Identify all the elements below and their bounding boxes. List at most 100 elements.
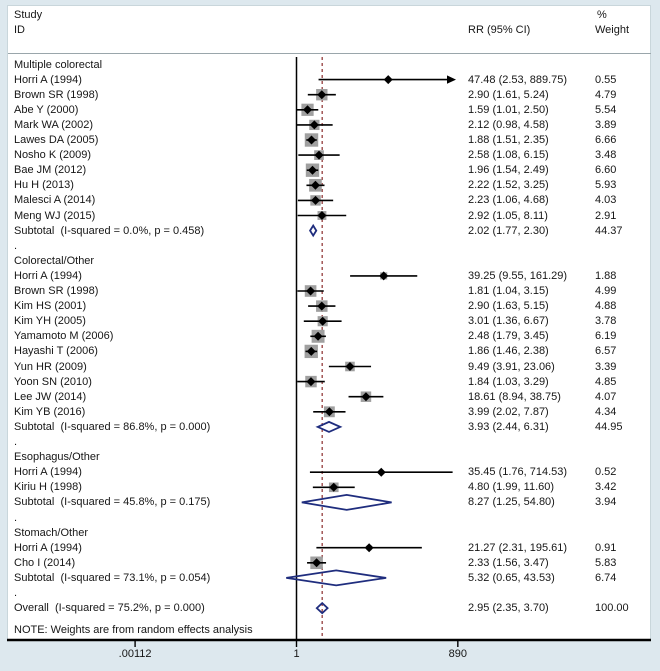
weight-value: 1.88 xyxy=(595,269,617,282)
study-label: Kim HS (2001) xyxy=(14,300,87,313)
plot-region xyxy=(7,5,651,640)
overall-label: Overall (I-squared = 75.2%, p = 0.000) xyxy=(14,602,205,615)
study-label: Abe Y (2000) xyxy=(14,103,79,116)
study-label: Kiriu H (1998) xyxy=(14,481,82,494)
weight-value: 4.85 xyxy=(595,375,617,388)
weight-value: 0.91 xyxy=(595,541,617,554)
weight-value: 4.79 xyxy=(595,88,617,101)
rr-ci-value: 5.32 (0.65, 43.53) xyxy=(468,571,555,584)
rr-ci-value: 39.25 (9.55, 161.29) xyxy=(468,269,568,282)
header-separator xyxy=(8,53,651,54)
x-axis-tick-label: 890 xyxy=(448,648,468,660)
weight-value: 5.93 xyxy=(595,179,617,192)
column-header-study: Study xyxy=(14,9,43,21)
study-label: Malesci A (2014) xyxy=(14,194,96,207)
study-label: Horri A (1994) xyxy=(14,541,82,554)
weight-value: 3.78 xyxy=(595,315,617,328)
group-separator-dot: . xyxy=(14,511,18,524)
rr-ci-value: 1.86 (1.46, 2.38) xyxy=(468,345,549,358)
rr-ci-value: 2.95 (2.35, 3.70) xyxy=(468,602,549,615)
weight-value: 4.03 xyxy=(595,194,617,207)
weight-value: 44.95 xyxy=(595,420,623,433)
weight-value: 4.88 xyxy=(595,300,617,313)
weight-value: 6.74 xyxy=(595,571,617,584)
rr-ci-value: 2.90 (1.63, 5.15) xyxy=(468,300,549,313)
study-label: Hu H (2013) xyxy=(14,179,74,192)
weight-value: 5.54 xyxy=(595,103,617,116)
group-header-label: Multiple colorectal xyxy=(14,58,103,71)
rr-ci-value: 35.45 (1.76, 714.53) xyxy=(468,466,568,479)
rr-ci-value: 21.27 (2.31, 195.61) xyxy=(468,541,568,554)
study-label: Horri A (1994) xyxy=(14,73,82,86)
rr-ci-value: 18.61 (8.94, 38.75) xyxy=(468,390,561,403)
weight-value: 6.57 xyxy=(595,345,617,358)
weight-value: 4.34 xyxy=(595,405,617,418)
study-label: Bae JM (2012) xyxy=(14,164,87,177)
weight-value: 3.42 xyxy=(595,481,617,494)
column-header-rr-ci: RR (95% CI) xyxy=(468,24,531,36)
rr-ci-value: 1.96 (1.54, 2.49) xyxy=(468,164,549,177)
study-label: Meng WJ (2015) xyxy=(14,209,96,222)
rr-ci-value: 3.99 (2.02, 7.87) xyxy=(468,405,549,418)
column-header-percent: % xyxy=(597,9,607,21)
rr-ci-value: 1.88 (1.51, 2.35) xyxy=(468,134,549,146)
study-label: Kim YB (2016) xyxy=(14,405,86,418)
weight-value: 6.60 xyxy=(595,164,617,177)
weight-value: 3.48 xyxy=(595,149,617,162)
x-axis-tick-label: 1 xyxy=(293,648,300,660)
rr-ci-value: 3.93 (2.44, 6.31) xyxy=(468,420,549,433)
weight-value: 6.66 xyxy=(595,134,617,146)
weight-value: 3.39 xyxy=(595,360,617,373)
rr-ci-value: 2.92 (1.05, 8.11) xyxy=(468,209,548,222)
study-label: Horri A (1994) xyxy=(14,466,82,479)
note-text: NOTE: Weights are from random effects an… xyxy=(14,624,253,636)
study-label: Lawes DA (2005) xyxy=(14,134,99,146)
study-label: Yamamoto M (2006) xyxy=(14,330,114,343)
study-label: Yoon SN (2010) xyxy=(14,375,92,388)
group-header-label: Colorectal/Other xyxy=(14,254,95,267)
weight-value: 100.00 xyxy=(595,602,629,615)
rr-ci-value: 2.90 (1.61, 5.24) xyxy=(468,88,549,101)
rr-ci-value: 2.22 (1.52, 3.25) xyxy=(468,179,549,192)
rr-ci-value: 2.33 (1.56, 3.47) xyxy=(468,556,549,569)
rr-ci-value: 1.81 (1.04, 3.15) xyxy=(468,285,549,297)
rr-ci-value: 4.80 (1.99, 11.60) xyxy=(468,481,555,494)
study-label: Mark WA (2002) xyxy=(14,118,94,131)
study-label: Yun HR (2009) xyxy=(14,360,87,373)
rr-ci-value: 8.27 (1.25, 54.80) xyxy=(468,496,555,509)
weight-value: 5.83 xyxy=(595,556,617,569)
rr-ci-value: 1.59 (1.01, 2.50) xyxy=(468,103,549,116)
group-header-label: Esophagus/Other xyxy=(14,451,100,464)
weight-value: 0.52 xyxy=(595,466,617,479)
column-header-weight: Weight xyxy=(595,24,630,36)
rr-ci-value: 47.48 (2.53, 889.75) xyxy=(468,73,568,86)
group-separator-dot: . xyxy=(14,436,18,448)
study-label: Brown SR (1998) xyxy=(14,285,99,297)
weight-value: 3.89 xyxy=(595,118,617,131)
weight-value: 2.91 xyxy=(595,209,617,222)
subtotal-label: Subtotal (I-squared = 0.0%, p = 0.458) xyxy=(14,224,205,237)
study-label: Nosho K (2009) xyxy=(14,149,92,162)
weight-value: 3.94 xyxy=(595,496,617,509)
study-label: Lee JW (2014) xyxy=(14,390,87,403)
study-label: Kim YH (2005) xyxy=(14,315,86,328)
group-header-label: Stomach/Other xyxy=(14,526,88,539)
rr-ci-value: 1.84 (1.03, 3.29) xyxy=(468,375,549,388)
subtotal-label: Subtotal (I-squared = 45.8%, p = 0.175) xyxy=(14,496,211,509)
study-label: Cho I (2014) xyxy=(14,556,76,569)
group-separator-dot: . xyxy=(14,239,18,252)
weight-value: 44.37 xyxy=(595,224,623,237)
rr-ci-value: 2.02 (1.77, 2.30) xyxy=(468,224,549,237)
rr-ci-value: 2.48 (1.79, 3.45) xyxy=(468,330,549,343)
weight-value: 6.19 xyxy=(595,330,617,343)
column-header-id: ID xyxy=(14,24,25,36)
study-label: Hayashi T (2006) xyxy=(14,345,98,358)
weight-value: 0.55 xyxy=(595,73,617,86)
weight-value: 4.07 xyxy=(595,390,617,403)
subtotal-label: Subtotal (I-squared = 86.8%, p = 0.000) xyxy=(14,420,211,433)
rr-ci-value: 2.12 (0.98, 4.58) xyxy=(468,118,549,131)
weight-value: 4.99 xyxy=(595,285,617,297)
study-label: Horri A (1994) xyxy=(14,269,82,282)
group-separator-dot: . xyxy=(14,587,18,599)
